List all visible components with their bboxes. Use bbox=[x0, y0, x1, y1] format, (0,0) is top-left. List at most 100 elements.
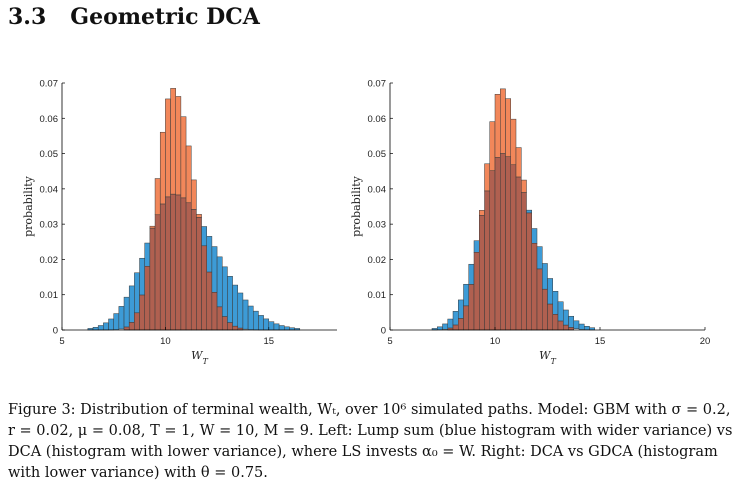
histogram-bar-overlap bbox=[123, 326, 130, 331]
histogram-bar bbox=[227, 276, 233, 323]
histogram-bar-overlap bbox=[206, 271, 213, 331]
caption-line-3: DCA (histogram with lower variance), whe… bbox=[8, 444, 718, 460]
histogram-bar-overlap bbox=[510, 164, 517, 331]
histogram-bar bbox=[458, 299, 464, 319]
x-tick-label: 10 bbox=[160, 336, 171, 347]
histogram-bar bbox=[128, 285, 135, 323]
histogram-bar-overlap bbox=[170, 193, 176, 331]
y-tick-label: 0.06 bbox=[40, 114, 59, 125]
histogram-bar bbox=[258, 315, 264, 331]
histogram-bar bbox=[278, 325, 285, 331]
histogram-bar-overlap bbox=[473, 252, 480, 331]
histogram-bar bbox=[92, 327, 99, 331]
histogram-bar-overlap bbox=[479, 215, 485, 331]
histogram-bar bbox=[206, 236, 213, 273]
y-tick-label: 0.05 bbox=[368, 149, 387, 160]
x-axis-label: WT bbox=[539, 349, 556, 366]
histogram-bar-overlap bbox=[468, 284, 475, 331]
y-tick-label: 0 bbox=[53, 326, 58, 337]
histogram-bar-overlap bbox=[505, 156, 511, 331]
histogram-bar-overlap bbox=[494, 157, 501, 331]
histogram-bar-overlap bbox=[552, 314, 559, 331]
histogram-bar bbox=[578, 323, 585, 330]
histogram-bar bbox=[584, 326, 590, 330]
y-tick-label: 0.04 bbox=[40, 184, 59, 195]
histogram-bar-overlap bbox=[175, 194, 182, 331]
y-tick-label: 0.02 bbox=[368, 255, 387, 266]
histogram-bar-overlap bbox=[139, 294, 145, 331]
y-tick-label: 0.04 bbox=[368, 184, 387, 195]
histogram-bar bbox=[526, 209, 532, 214]
histogram-bar bbox=[139, 257, 145, 296]
y-tick-label: 0.07 bbox=[40, 79, 59, 90]
histogram-bar bbox=[521, 179, 527, 193]
histogram-bar-overlap bbox=[526, 212, 532, 331]
histogram-bar bbox=[247, 305, 254, 330]
histogram-bar-overlap bbox=[196, 217, 202, 331]
histogram-bar-overlap bbox=[134, 312, 140, 331]
caption-line-4: with lower variance) with θ = 0.75. bbox=[8, 465, 268, 481]
histogram-bar bbox=[542, 263, 548, 290]
y-axis-label: probability bbox=[22, 175, 35, 237]
y-tick-label: 0.07 bbox=[368, 79, 387, 90]
histogram-bar bbox=[552, 291, 559, 315]
y-tick-label: 0.03 bbox=[368, 220, 387, 231]
caption-line-2: r = 0.02, μ = 0.08, T = 1, W = 10, M = 9… bbox=[8, 423, 733, 439]
histogram-bar-overlap bbox=[463, 305, 469, 331]
histogram-bar bbox=[165, 98, 171, 198]
histogram-left: 0 0.01 0.02 0.03 0.04 0.05 0.06 0.07 5 10 15 probab… bbox=[22, 79, 337, 366]
histogram-bar bbox=[185, 145, 192, 204]
histogram-bar bbox=[242, 299, 249, 330]
histogram-bar-overlap bbox=[547, 303, 553, 331]
histogram-bar bbox=[253, 310, 259, 331]
x-axis-label: WT bbox=[191, 349, 208, 366]
caption-line-1: Figure 3: Distribution of terminal wealt… bbox=[8, 402, 731, 418]
histogram-bar-overlap bbox=[489, 170, 496, 331]
histogram-bar bbox=[484, 163, 490, 192]
histogram-bar bbox=[108, 318, 114, 331]
histogram-bar bbox=[154, 178, 161, 216]
histogram-bar bbox=[144, 242, 151, 267]
histogram-bar-overlap bbox=[515, 176, 522, 331]
histogram-bar bbox=[175, 96, 182, 196]
section-title: Geometric DCA bbox=[70, 4, 260, 30]
histogram-bar bbox=[170, 88, 176, 195]
x-tick-label: 20 bbox=[700, 336, 711, 347]
x-tick-label: 15 bbox=[263, 336, 274, 347]
histogram-bar bbox=[113, 313, 120, 330]
x-tick-label: 5 bbox=[59, 336, 64, 347]
histogram-bar bbox=[201, 226, 207, 247]
y-tick-label: 0.06 bbox=[368, 114, 387, 125]
histogram-bar bbox=[557, 301, 564, 322]
histogram-bar bbox=[463, 283, 469, 307]
histogram-bar-overlap bbox=[128, 322, 135, 331]
histogram-bar bbox=[118, 306, 125, 330]
histogram-bar bbox=[196, 214, 202, 218]
histogram-bar bbox=[263, 318, 270, 331]
histogram-bar-overlap bbox=[458, 318, 464, 331]
histogram-bar-overlap bbox=[216, 306, 223, 331]
y-tick-label: 0.03 bbox=[40, 220, 59, 231]
histogram-bar-overlap bbox=[232, 325, 239, 331]
histogram-bar bbox=[159, 131, 166, 205]
histogram-bar-overlap bbox=[149, 227, 156, 331]
histogram-bar-overlap bbox=[227, 322, 233, 331]
histogram-bar bbox=[573, 320, 580, 330]
histogram-bar bbox=[452, 311, 459, 326]
x-tick-label: 15 bbox=[595, 336, 606, 347]
histogram-bar bbox=[505, 98, 511, 157]
y-tick-label: 0.01 bbox=[368, 290, 387, 301]
y-tick-label: 0.05 bbox=[40, 149, 59, 160]
histogram-bar bbox=[103, 322, 109, 331]
histogram-bar bbox=[500, 88, 506, 154]
histogram-bar bbox=[216, 256, 223, 308]
histogram-bar bbox=[568, 315, 574, 328]
histogram-bar bbox=[447, 318, 454, 329]
histogram-bar-overlap bbox=[185, 202, 192, 331]
histogram-bar bbox=[468, 263, 475, 285]
histogram-bar bbox=[589, 327, 595, 331]
histogram-bar bbox=[479, 210, 485, 216]
histogram-bar bbox=[494, 94, 501, 158]
histogram-bar-overlap bbox=[144, 266, 151, 331]
histogram-bar bbox=[536, 246, 543, 270]
